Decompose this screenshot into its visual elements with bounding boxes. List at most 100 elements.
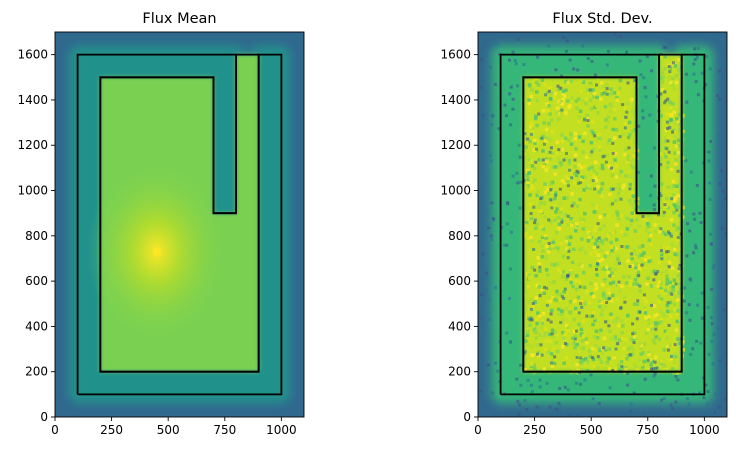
noise-cell	[676, 144, 681, 148]
noise-cell	[639, 363, 644, 367]
noise-cell	[611, 151, 615, 155]
noise-cell	[540, 78, 545, 82]
noise-cell	[716, 326, 720, 330]
noise-cell	[685, 100, 689, 104]
noise-cell	[660, 360, 664, 364]
noise-cell	[660, 109, 664, 113]
noise-cell	[637, 342, 642, 346]
noise-cell	[564, 239, 568, 244]
noise-cell	[591, 397, 595, 401]
noise-cell	[588, 88, 592, 92]
noise-cell	[555, 207, 559, 211]
noise-cell	[632, 248, 636, 252]
noise-cell	[665, 278, 670, 282]
noise-cell	[580, 264, 584, 268]
noise-cell	[540, 321, 545, 325]
noise-cell	[559, 199, 563, 203]
noise-cell	[615, 180, 619, 184]
noise-cell	[612, 107, 617, 111]
noise-cell	[610, 91, 614, 95]
noise-cell	[643, 377, 647, 381]
noise-cell	[655, 94, 659, 98]
noise-cell	[723, 61, 727, 65]
noise-cell	[630, 97, 634, 102]
noise-cell	[559, 210, 563, 215]
noise-cell	[652, 304, 657, 308]
noise-cell	[578, 109, 583, 113]
noise-cell	[613, 152, 618, 156]
x-tick-label: 1000	[266, 423, 297, 437]
noise-cell	[620, 371, 624, 375]
noise-cell	[603, 280, 607, 284]
noise-cell	[667, 260, 672, 265]
noise-cell	[584, 337, 588, 341]
noise-cell	[602, 346, 605, 350]
noise-cell	[647, 351, 651, 355]
noise-cell	[543, 285, 546, 289]
noise-cell	[624, 338, 628, 342]
noise-cell	[534, 226, 538, 230]
noise-cell	[544, 256, 548, 261]
flux-std-dev-panel: 0 250 500 750 100002004006008001000120014001…	[440, 11, 728, 437]
noise-cell	[619, 180, 624, 184]
noise-cell	[524, 294, 528, 298]
noise-cell	[593, 187, 597, 191]
noise-cell	[718, 97, 722, 101]
noise-cell	[540, 255, 545, 259]
noise-cell	[654, 323, 658, 328]
noise-cell	[661, 272, 666, 277]
noise-cell	[663, 151, 668, 156]
noise-cell	[534, 138, 538, 142]
noise-cell	[600, 81, 604, 85]
noise-cell	[635, 282, 639, 287]
noise-cell	[519, 363, 523, 367]
noise-cell	[574, 173, 579, 177]
noise-cell	[620, 365, 624, 368]
noise-cell	[673, 151, 677, 155]
noise-cell	[575, 225, 579, 229]
noise-cell	[533, 78, 538, 82]
noise-cell	[581, 368, 585, 372]
noise-cell	[655, 312, 660, 317]
noise-cell	[710, 340, 714, 343]
noise-cell	[658, 214, 662, 219]
noise-cell	[516, 84, 520, 88]
noise-cell	[536, 83, 541, 87]
noise-cell	[548, 299, 552, 304]
noise-cell	[480, 293, 484, 297]
noise-cell	[484, 213, 488, 216]
noise-cell	[566, 325, 571, 330]
noise-cell	[675, 371, 679, 375]
noise-cell	[626, 135, 631, 140]
noise-cell	[536, 256, 540, 260]
noise-cell	[604, 160, 608, 164]
noise-cell	[659, 289, 664, 293]
noise-cell	[635, 218, 639, 222]
noise-cell	[628, 265, 632, 268]
noise-cell	[607, 164, 612, 169]
noise-cell	[706, 390, 710, 393]
noise-cell	[627, 275, 631, 279]
noise-cell	[620, 245, 624, 248]
noise-cell	[673, 352, 678, 356]
noise-cell	[717, 405, 721, 409]
noise-cell	[600, 92, 605, 96]
noise-cell	[642, 296, 647, 301]
noise-cell	[556, 282, 560, 286]
noise-cell	[594, 329, 599, 333]
noise-cell	[573, 345, 577, 350]
noise-cell	[665, 151, 669, 155]
noise-cell	[626, 371, 629, 375]
noise-cell	[611, 293, 615, 298]
noise-cell	[573, 131, 578, 136]
noise-cell	[672, 302, 677, 307]
noise-cell	[614, 320, 618, 324]
noise-cell	[694, 243, 697, 247]
noise-cell	[667, 257, 672, 261]
noise-cell	[605, 294, 610, 298]
noise-cell	[595, 83, 598, 87]
y-tick-label: 0	[40, 410, 48, 424]
noise-cell	[561, 318, 565, 322]
noise-cell	[592, 174, 596, 178]
noise-cell	[676, 138, 681, 143]
